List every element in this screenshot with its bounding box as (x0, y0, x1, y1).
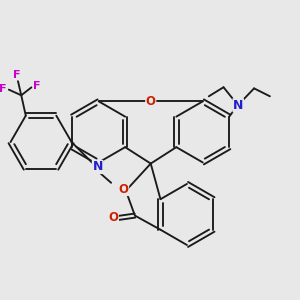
Text: F: F (0, 83, 7, 94)
Text: N: N (233, 99, 243, 112)
Text: O: O (118, 182, 129, 196)
Text: O: O (108, 211, 118, 224)
Text: N: N (92, 160, 103, 173)
Text: O: O (146, 95, 156, 108)
Text: F: F (33, 81, 41, 91)
Text: F: F (13, 70, 20, 80)
